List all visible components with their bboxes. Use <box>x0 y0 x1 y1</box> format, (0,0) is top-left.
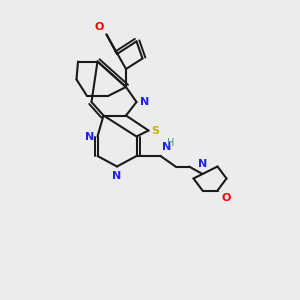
Text: H: H <box>167 139 175 148</box>
Text: N: N <box>112 171 122 181</box>
Text: O: O <box>221 193 230 203</box>
Text: N: N <box>198 159 207 169</box>
Text: N: N <box>85 131 94 142</box>
Text: O: O <box>94 22 104 32</box>
Text: N: N <box>162 142 171 152</box>
Text: S: S <box>151 125 159 136</box>
Text: N: N <box>140 97 149 107</box>
